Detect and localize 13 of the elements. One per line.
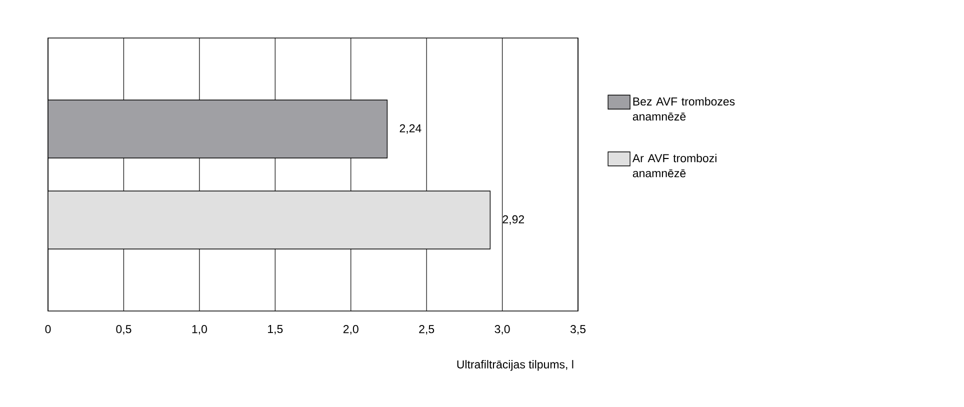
x-tick-label: 0 xyxy=(45,325,51,334)
x-tick-label: 1,5 xyxy=(268,325,283,334)
x-tick-label: 1,0 xyxy=(192,325,207,335)
x-tick-label: 2,5 xyxy=(419,325,434,335)
data-label: 2,92 xyxy=(502,215,524,225)
legend-label: Ar AVF trombozi anamnēzē xyxy=(632,154,716,178)
x-tick-label: 2,0 xyxy=(343,325,358,335)
x-tick-label: 3,0 xyxy=(494,325,510,335)
x-tick-label: 3,5 xyxy=(570,325,586,335)
x-tick-label: 0,5 xyxy=(116,325,132,335)
data-label: 2,24 xyxy=(400,124,422,134)
legend-label: Bez AVF trombozes anamnēzē xyxy=(632,97,735,121)
x-axis-title: Ultrafiltrācijas tilpums, l xyxy=(457,360,574,371)
